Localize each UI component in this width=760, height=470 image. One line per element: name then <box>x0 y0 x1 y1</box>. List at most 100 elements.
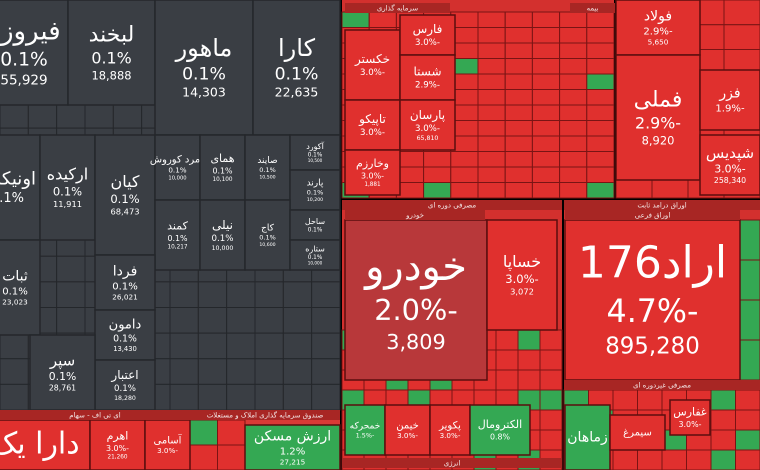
tile-label: آکورد <box>306 141 324 151</box>
filler-tile <box>477 73 506 90</box>
filler-tile <box>710 389 736 411</box>
filler-tile <box>477 104 506 121</box>
filler-tile <box>450 151 479 168</box>
filler-tile <box>423 151 452 168</box>
tile-label: غفارس <box>673 405 707 418</box>
filler-tile <box>586 135 615 152</box>
tile-value: 10,217 <box>167 244 187 250</box>
tile-label: خیمن <box>396 420 419 431</box>
filler-tile <box>559 135 588 152</box>
filler-tile <box>282 383 313 411</box>
tile-label: لبخند <box>89 22 135 47</box>
filler-tile <box>612 389 638 411</box>
tile <box>39 134 96 241</box>
tile-change: 0.1% <box>168 165 186 174</box>
filler-tile <box>450 166 479 183</box>
tile-value: 10,200 <box>307 197 323 203</box>
filler-tile <box>197 358 228 385</box>
filler-tile <box>450 182 479 199</box>
tile-label: ستاره <box>305 244 325 253</box>
tile-label: ارکیده <box>47 165 88 185</box>
tile <box>199 199 246 271</box>
tile-change: 0.1% <box>212 234 234 244</box>
filler-tile <box>169 307 199 334</box>
filler-tile <box>531 11 561 28</box>
tile-change: 0.1% <box>114 384 136 394</box>
filler-tile <box>226 358 256 385</box>
tile-change: 0.1% <box>259 166 275 174</box>
filler-tile <box>504 104 533 121</box>
filler-tile <box>517 329 541 351</box>
filler-tile <box>254 358 284 385</box>
filler-tile <box>539 389 563 411</box>
filler-tile <box>226 332 256 360</box>
filler-tile <box>504 135 533 152</box>
filler-tile <box>586 27 615 44</box>
filler-tile <box>112 102 143 129</box>
tile-label: اونیکس <box>0 168 36 189</box>
tile-change: 0.1% <box>49 370 76 383</box>
filler-tile <box>735 449 760 470</box>
tile-label: کاج <box>261 223 275 233</box>
filler-tile <box>504 120 533 137</box>
filler-tile <box>254 332 284 360</box>
filler-tile <box>586 58 615 75</box>
tile-change: 0.1% <box>259 234 275 242</box>
filler-tile <box>637 449 663 470</box>
tile-label: سیمرغ <box>623 427 652 438</box>
tile-change: -3.0% <box>157 446 178 455</box>
tile <box>94 254 156 311</box>
filler-tile <box>56 255 86 283</box>
tile-change: -3.0% <box>415 124 440 134</box>
tile-change: 0.1% <box>275 65 319 85</box>
filler-tile <box>586 151 615 168</box>
tile <box>289 239 341 271</box>
tile <box>244 424 341 470</box>
filler-tile <box>531 73 561 90</box>
header-label: اوراق درامد ثابت <box>637 202 686 210</box>
tile-label: ثبات <box>2 269 28 285</box>
header-bar <box>342 458 562 468</box>
filler-tile <box>226 307 256 334</box>
filler-tile <box>282 332 313 360</box>
tile-value: 18,280 <box>114 395 136 402</box>
tile-change: 0.1% <box>307 189 323 197</box>
filler-tile <box>56 307 86 334</box>
filler-tile <box>559 89 588 106</box>
tile <box>344 219 488 381</box>
filler-tile <box>0 358 29 385</box>
tile-change: 0.1% <box>308 255 323 261</box>
tile-label: سپر <box>49 351 75 370</box>
tile-label: الکترومال <box>478 418 522 431</box>
filler-tile <box>169 383 199 411</box>
tile <box>244 199 291 271</box>
tile-change: -4.7% <box>607 294 699 330</box>
tile-change: -3.0% <box>415 38 440 48</box>
filler-tile <box>531 166 561 183</box>
filler-tile <box>559 73 588 90</box>
tile <box>252 0 341 136</box>
filler-tile <box>559 27 588 44</box>
filler-tile <box>586 166 615 183</box>
filler-tile <box>217 419 246 446</box>
tile-label: ارزش مسکن <box>254 429 331 445</box>
filler-tile <box>559 42 588 59</box>
header-bar <box>565 210 740 220</box>
filler-tile <box>559 151 588 168</box>
tile <box>699 134 760 196</box>
tile <box>399 99 456 151</box>
tile-label: ساحل <box>305 217 325 226</box>
header-label: مصرفی دوره ای <box>428 202 477 210</box>
tile-value: 55,929 <box>0 72 47 88</box>
tile-label: کمند <box>167 219 188 232</box>
filler-tile <box>254 281 284 308</box>
header-label: بیمه <box>587 5 599 13</box>
tile-change: 0.1% <box>91 49 131 68</box>
tile-value: 258,340 <box>714 176 746 185</box>
tile-change: 0.1% <box>112 282 138 293</box>
tile-change: -3.0% <box>440 431 461 440</box>
filler-tile <box>423 182 452 199</box>
filler-tile <box>539 409 563 431</box>
tile <box>469 404 531 456</box>
tile-change: 0.1% <box>53 185 82 199</box>
